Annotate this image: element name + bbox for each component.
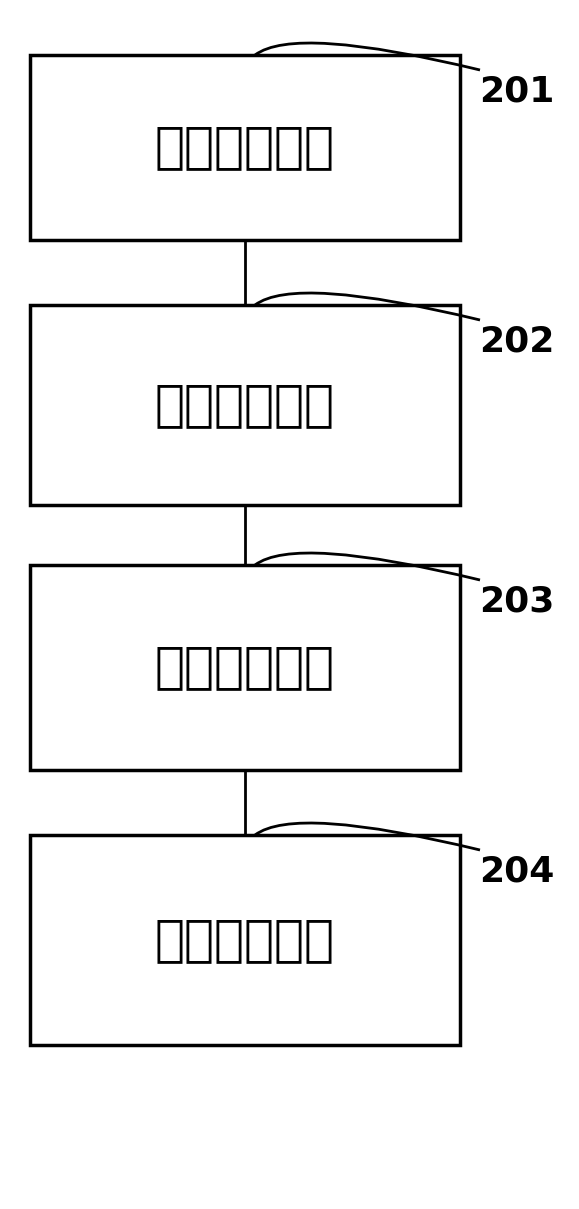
Text: 第一处理模块: 第一处理模块 (155, 381, 335, 429)
Bar (30, 565, 460, 770)
Text: 204: 204 (479, 855, 555, 889)
Bar (30, 305, 460, 505)
Text: 第二处理模块: 第二处理模块 (155, 916, 335, 964)
Text: 201: 201 (479, 75, 555, 109)
Text: 第一读取模块: 第一读取模块 (155, 123, 335, 172)
Text: 202: 202 (479, 325, 555, 359)
Text: 第二读取模块: 第二读取模块 (155, 643, 335, 692)
Bar (30, 835, 460, 1045)
Text: 203: 203 (479, 585, 555, 619)
Bar (30, 54, 460, 241)
